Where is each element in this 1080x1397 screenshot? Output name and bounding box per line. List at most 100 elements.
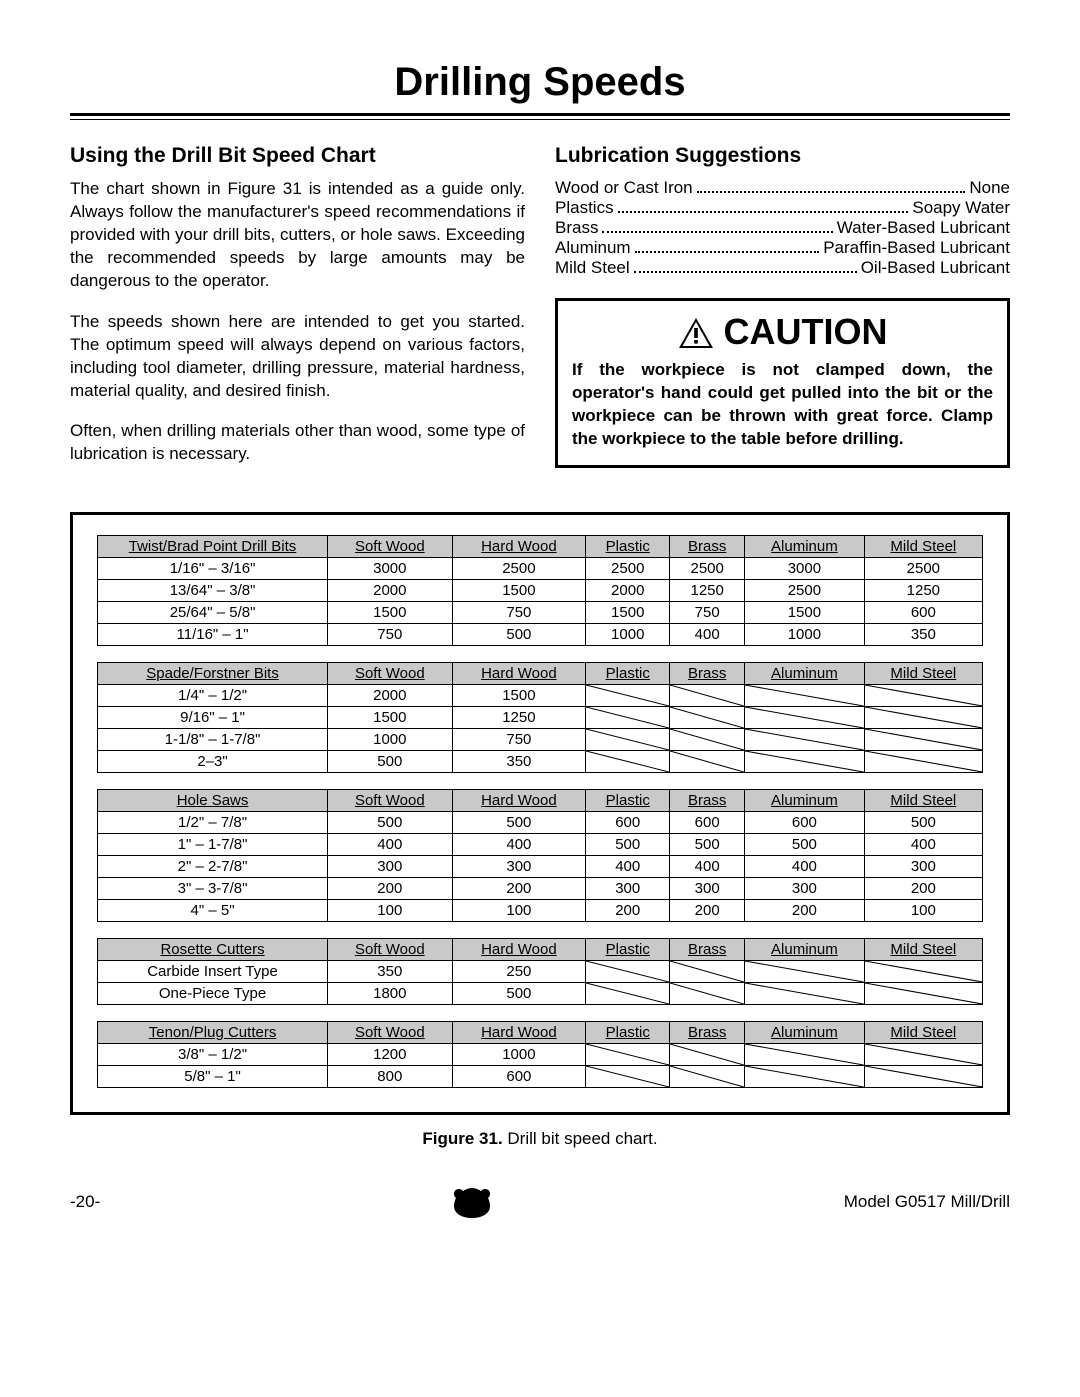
- row-label: 1/4" – 1/2": [98, 685, 328, 707]
- na-cell: [670, 685, 745, 707]
- page-number: -20-: [70, 1192, 100, 1212]
- speed-cell: 300: [452, 856, 586, 878]
- table-header: Mild Steel: [864, 536, 982, 558]
- speed-table: Twist/Brad Point Drill BitsSoft WoodHard…: [97, 535, 983, 646]
- na-cell: [670, 983, 745, 1005]
- table-row: 1-1/8" – 1-7/8"1000750: [98, 729, 983, 751]
- na-cell: [864, 707, 982, 729]
- speed-cell: 400: [452, 834, 586, 856]
- lube-material: Aluminum: [555, 238, 631, 258]
- speed-cell: 200: [452, 878, 586, 900]
- speed-cell: 2500: [864, 558, 982, 580]
- speed-cell: 500: [670, 834, 745, 856]
- speed-cell: 2000: [586, 580, 670, 602]
- na-cell: [586, 685, 670, 707]
- na-cell: [864, 1044, 982, 1066]
- na-cell: [586, 961, 670, 983]
- table-header: Mild Steel: [864, 790, 982, 812]
- table-header: Brass: [670, 536, 745, 558]
- na-cell: [864, 685, 982, 707]
- table-row: 13/64" – 3/8"200015002000125025001250: [98, 580, 983, 602]
- speed-cell: 1000: [745, 624, 865, 646]
- speed-cell: 500: [452, 812, 586, 834]
- lube-recommendation: Soapy Water: [912, 198, 1010, 218]
- row-label: 25/64" – 5/8": [98, 602, 328, 624]
- table-row: 4" – 5"100100200200200100: [98, 900, 983, 922]
- speed-table: Spade/Forstner BitsSoft WoodHard WoodPla…: [97, 662, 983, 773]
- table-header: Soft Wood: [328, 1022, 452, 1044]
- speed-cell: 1200: [328, 1044, 452, 1066]
- title-rule-thin: [70, 119, 1010, 120]
- lube-row: Wood or Cast Iron None: [555, 178, 1010, 198]
- table-header: Hard Wood: [452, 663, 586, 685]
- table-header: Plastic: [586, 1022, 670, 1044]
- speed-cell: 2000: [328, 580, 452, 602]
- table-header: Hard Wood: [452, 536, 586, 558]
- speed-cell: 1500: [586, 602, 670, 624]
- na-cell: [670, 751, 745, 773]
- na-cell: [745, 1044, 865, 1066]
- speed-cell: 500: [328, 751, 452, 773]
- speed-cell: 300: [328, 856, 452, 878]
- na-cell: [586, 751, 670, 773]
- na-cell: [745, 983, 865, 1005]
- row-label: 3/8" – 1/2": [98, 1044, 328, 1066]
- speed-cell: 500: [452, 624, 586, 646]
- lube-recommendation: None: [969, 178, 1010, 198]
- row-label: 4" – 5": [98, 900, 328, 922]
- table-row: 1/16" – 3/16"300025002500250030002500: [98, 558, 983, 580]
- lube-recommendation: Water-Based Lubricant: [837, 218, 1010, 238]
- lube-material: Plastics: [555, 198, 614, 218]
- table-header: Plastic: [586, 939, 670, 961]
- speed-cell: 500: [452, 983, 586, 1005]
- speed-chart-frame: Twist/Brad Point Drill BitsSoft WoodHard…: [70, 512, 1010, 1115]
- speed-cell: 1000: [328, 729, 452, 751]
- table-header: Twist/Brad Point Drill Bits: [98, 536, 328, 558]
- speed-cell: 200: [670, 900, 745, 922]
- row-label: Carbide Insert Type: [98, 961, 328, 983]
- model-label: Model G0517 Mill/Drill: [844, 1192, 1010, 1212]
- table-row: 9/16" – 1"15001250: [98, 707, 983, 729]
- left-heading: Using the Drill Bit Speed Chart: [70, 144, 525, 168]
- lube-row: Mild SteelOil-Based Lubricant: [555, 258, 1010, 278]
- table-row: One-Piece Type1800500: [98, 983, 983, 1005]
- table-header: Aluminum: [745, 790, 865, 812]
- speed-cell: 600: [586, 812, 670, 834]
- table-header: Hard Wood: [452, 939, 586, 961]
- table-row: 3/8" – 1/2"12001000: [98, 1044, 983, 1066]
- caution-heading: CAUTION: [572, 311, 993, 353]
- table-header: Soft Wood: [328, 790, 452, 812]
- speed-cell: 1500: [745, 602, 865, 624]
- table-header: Soft Wood: [328, 663, 452, 685]
- na-cell: [745, 961, 865, 983]
- lube-material: Brass: [555, 218, 598, 238]
- na-cell: [670, 707, 745, 729]
- speed-table: Tenon/Plug CuttersSoft WoodHard WoodPlas…: [97, 1021, 983, 1088]
- table-row: 11/16" – 1"75050010004001000350: [98, 624, 983, 646]
- left-column: Using the Drill Bit Speed Chart The char…: [70, 144, 525, 484]
- speed-cell: 350: [452, 751, 586, 773]
- na-cell: [745, 1066, 865, 1088]
- speed-cell: 600: [452, 1066, 586, 1088]
- na-cell: [864, 751, 982, 773]
- dot-leader: [634, 271, 857, 273]
- speed-cell: 300: [745, 878, 865, 900]
- page-footer: -20- Model G0517 Mill/Drill: [70, 1179, 1010, 1224]
- table-header: Brass: [670, 939, 745, 961]
- table-header: Spade/Forstner Bits: [98, 663, 328, 685]
- speed-cell: 400: [745, 856, 865, 878]
- lube-material: Wood or Cast Iron: [555, 178, 693, 198]
- row-label: 1-1/8" – 1-7/8": [98, 729, 328, 751]
- na-cell: [864, 961, 982, 983]
- speed-cell: 1000: [586, 624, 670, 646]
- title-rule-thick: [70, 113, 1010, 116]
- speed-table: Hole SawsSoft WoodHard WoodPlasticBrassA…: [97, 789, 983, 922]
- speed-cell: 1000: [452, 1044, 586, 1066]
- speed-cell: 300: [864, 856, 982, 878]
- na-cell: [670, 1066, 745, 1088]
- speed-cell: 1800: [328, 983, 452, 1005]
- row-label: 1/16" – 3/16": [98, 558, 328, 580]
- speed-cell: 600: [670, 812, 745, 834]
- speed-cell: 750: [328, 624, 452, 646]
- row-label: 11/16" – 1": [98, 624, 328, 646]
